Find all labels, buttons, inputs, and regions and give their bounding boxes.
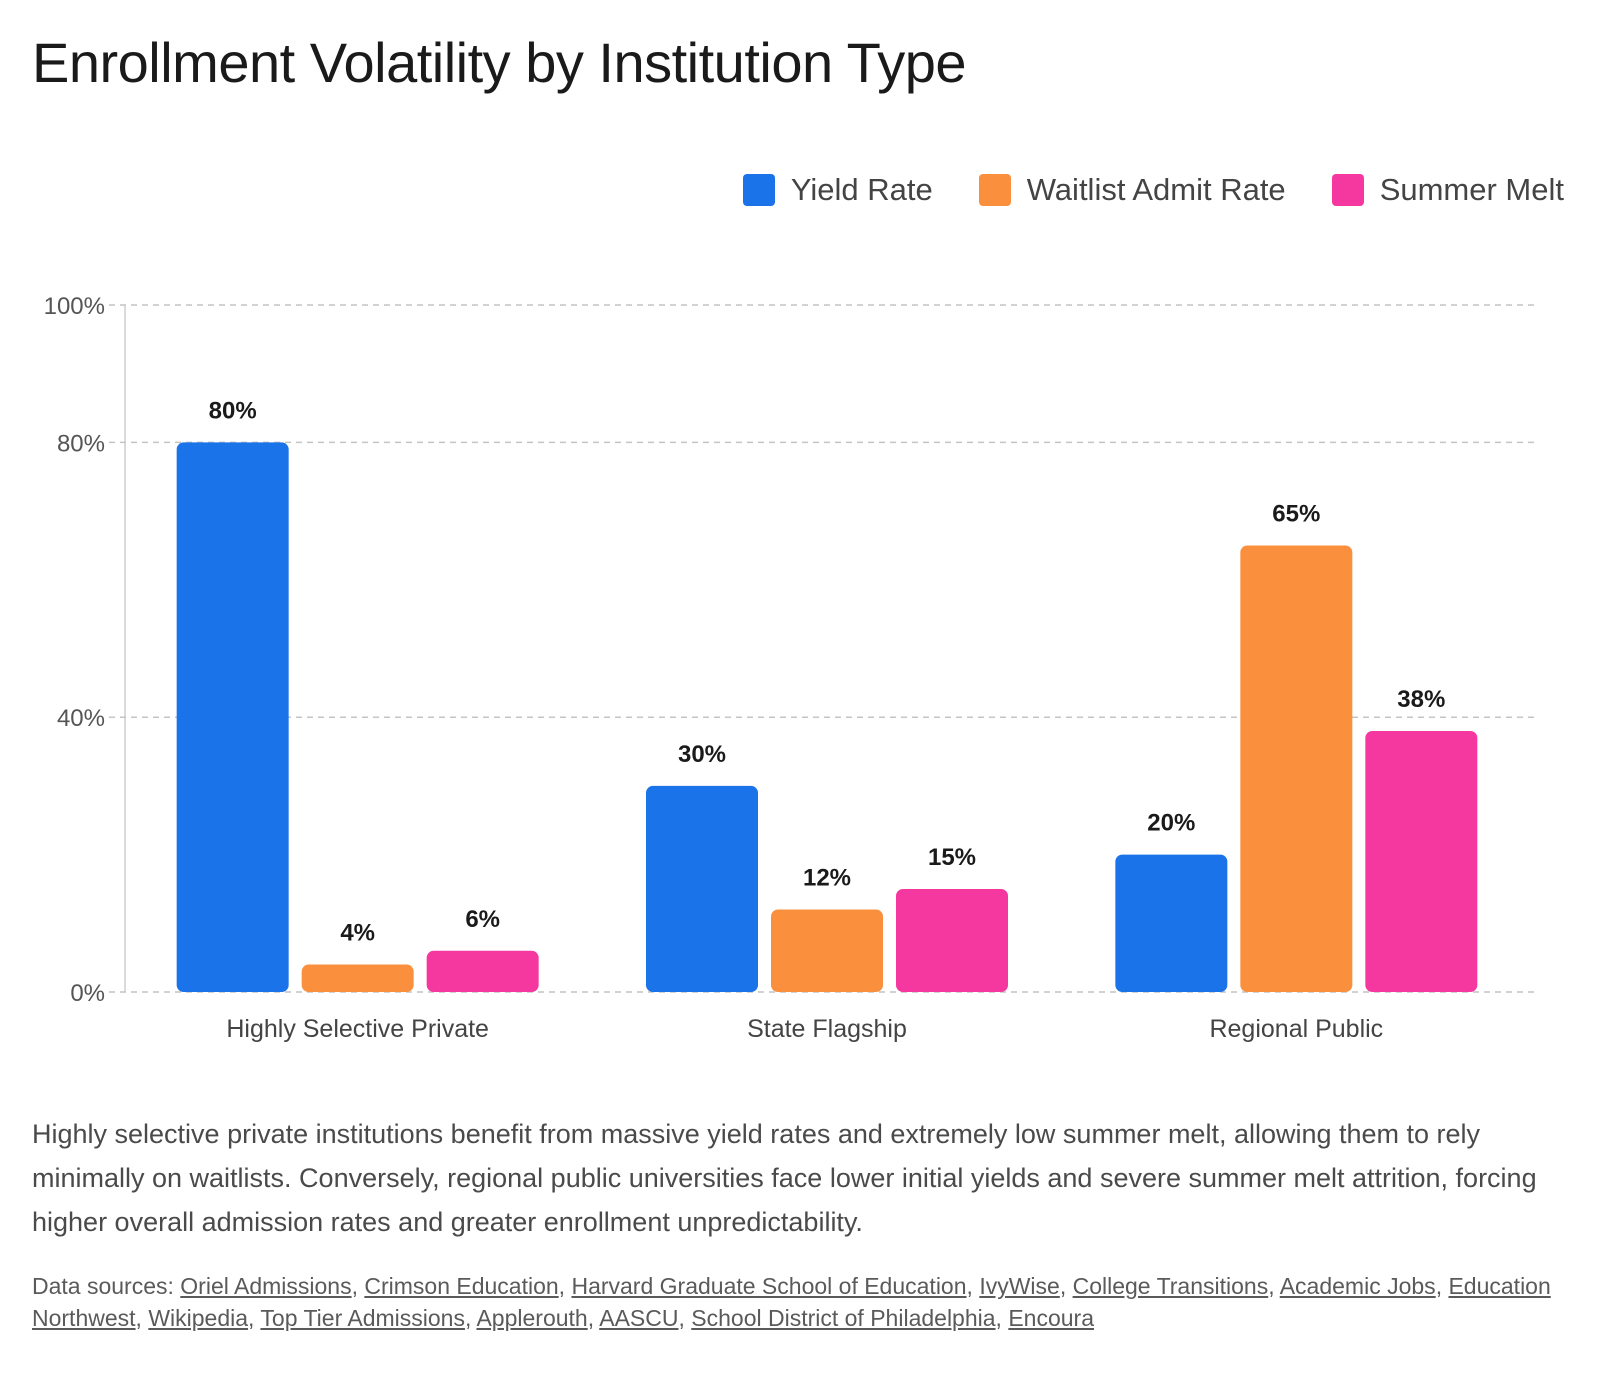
legend-item: Summer Melt xyxy=(1331,172,1564,208)
bar xyxy=(896,888,1008,992)
source-link[interactable]: Oriel Admissions xyxy=(180,1273,352,1299)
bar-chart: 0% 40% 80% 100% 80% 4% 6% Highly Selective Priv… xyxy=(44,293,1535,1043)
legend-swatch xyxy=(1331,174,1364,206)
data-label: 30% xyxy=(678,741,726,768)
x-tick-label: State Flagship xyxy=(747,1015,907,1043)
source-links: Oriel Admissions, Crimson Education, Har… xyxy=(32,1273,1551,1331)
data-label: 38% xyxy=(1397,686,1445,713)
source-link[interactable]: IvyWise xyxy=(979,1273,1060,1299)
data-label: 4% xyxy=(340,920,375,947)
y-tick-label: 100% xyxy=(44,293,105,320)
legend-swatch xyxy=(978,174,1011,206)
chart-summary: Highly selective private institutions be… xyxy=(32,1119,1537,1237)
legend-swatch xyxy=(742,174,775,206)
data-label: 80% xyxy=(209,397,257,424)
source-link[interactable]: AASCU xyxy=(599,1305,679,1331)
data-sources: Data sources: Oriel Admissions, Crimson … xyxy=(32,1270,1562,1334)
y-tick-label: 40% xyxy=(57,705,105,732)
y-tick-label: 0% xyxy=(70,980,105,1007)
bar xyxy=(771,909,883,992)
data-label: 15% xyxy=(928,844,976,871)
legend-label: Summer Melt xyxy=(1379,172,1564,207)
bar xyxy=(1240,545,1353,992)
data-label: 12% xyxy=(803,865,851,892)
bar xyxy=(1115,854,1228,992)
legend-label: Yield Rate xyxy=(790,172,933,207)
source-link[interactable]: Wikipedia xyxy=(148,1305,249,1331)
source-link[interactable]: School District of Philadelphia xyxy=(691,1305,996,1331)
source-link[interactable]: Education Northwest xyxy=(32,1273,1551,1331)
source-link[interactable]: College Transitions xyxy=(1072,1273,1269,1299)
legend-item: Yield Rate xyxy=(742,172,933,208)
legend-label: Waitlist Admit Rate xyxy=(1026,172,1286,207)
bar xyxy=(426,950,539,992)
bar xyxy=(646,785,758,992)
bar xyxy=(176,442,289,992)
bar xyxy=(301,964,414,992)
x-tick-label: Regional Public xyxy=(1209,1015,1383,1043)
sources-label: Data sources: xyxy=(32,1273,174,1299)
data-label: 6% xyxy=(465,906,500,933)
source-link[interactable]: Encoura xyxy=(1008,1305,1094,1331)
source-link[interactable]: Harvard Graduate School of Education xyxy=(571,1273,967,1299)
source-link[interactable]: Top Tier Admissions xyxy=(260,1305,465,1331)
x-tick-label: Highly Selective Private xyxy=(226,1015,489,1043)
source-link[interactable]: Academic Jobs xyxy=(1279,1273,1436,1299)
legend-item: Waitlist Admit Rate xyxy=(978,172,1286,208)
source-link[interactable]: Applerouth xyxy=(476,1305,588,1331)
source-link[interactable]: Crimson Education xyxy=(364,1273,559,1299)
data-label: 65% xyxy=(1272,500,1320,527)
bar xyxy=(1365,730,1478,992)
chart-title: Enrollment Volatility by Institution Typ… xyxy=(32,31,967,94)
y-tick-label: 80% xyxy=(57,430,105,457)
data-label: 20% xyxy=(1147,810,1195,837)
legend: Yield Rate Waitlist Admit Rate Summer Melt xyxy=(742,172,1564,208)
